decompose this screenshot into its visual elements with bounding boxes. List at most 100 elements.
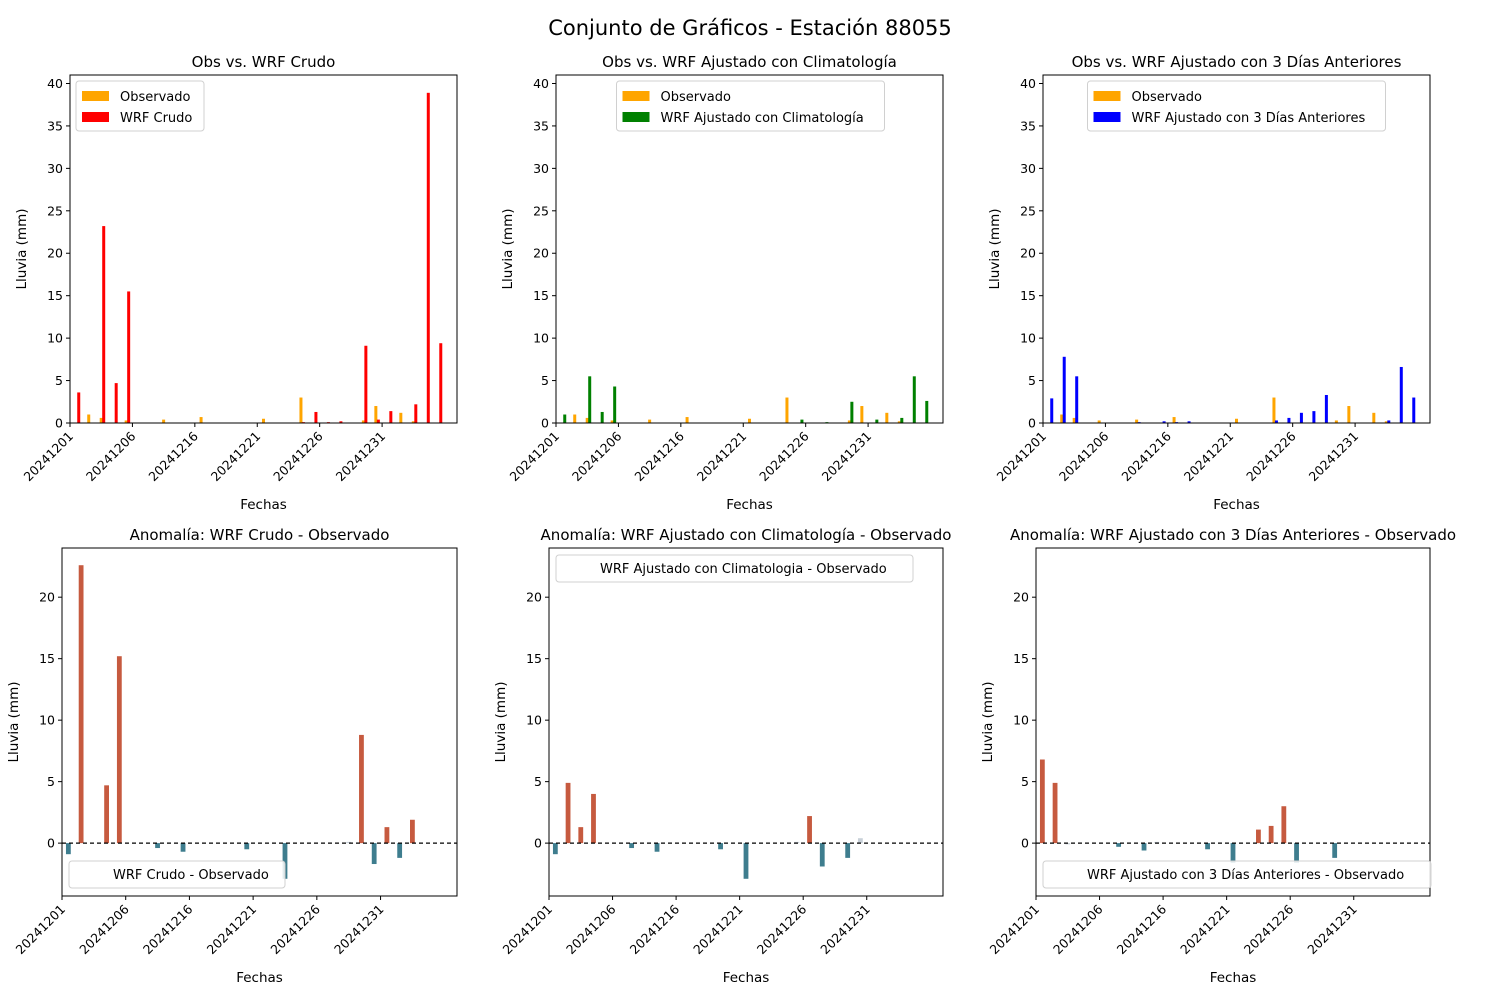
bar-observado-24: [361, 420, 365, 423]
x-tick-label: 20241201: [13, 902, 69, 958]
bar-anomalia-14: [718, 843, 723, 850]
bar-anomalia-25: [371, 843, 377, 865]
bar-observado-8: [1135, 419, 1139, 423]
x-tick-label: 20241206: [1050, 901, 1106, 957]
y-tick-label: 0: [1028, 416, 1036, 431]
x-tick-label: 20241206: [83, 428, 139, 484]
x-tick-label: 20241226: [756, 428, 812, 484]
y-tick-label: 25: [533, 203, 549, 218]
bar-wrf-28: [1387, 420, 1391, 423]
bar-wrf-22: [1312, 411, 1316, 423]
y-tick-label: 10: [47, 331, 63, 346]
bar-wrf-3: [102, 226, 106, 423]
bar-anomalia-15: [244, 843, 250, 850]
bar-anomalia-10: [180, 843, 186, 852]
y-tick-label: 0: [55, 416, 63, 431]
x-tick-label: 20241221: [1177, 902, 1233, 958]
x-tick-label: 20241216: [631, 428, 687, 484]
bar-observado-5: [610, 420, 614, 423]
y-tick-label: 0: [1021, 836, 1029, 851]
x-axis-label: Fechas: [726, 497, 773, 513]
y-tick-label: 10: [1020, 331, 1036, 346]
x-tick-label: 20241226: [754, 901, 810, 957]
bar-observado-19: [299, 397, 303, 423]
bar-observado-8: [648, 419, 652, 423]
legend-swatch: [1093, 91, 1121, 101]
subplot-title: Anomalía: WRF Ajustado con Climatología …: [541, 526, 952, 544]
y-tick-label: 40: [47, 76, 63, 91]
y-tick-label: 0: [541, 416, 549, 431]
y-tick-label: 20: [526, 590, 542, 605]
bar-anomalia-4: [104, 785, 109, 844]
legend: Observado WRF Ajustado con 3 Días Anterio…: [1087, 80, 1386, 132]
x-tick-label: 20241221: [1181, 429, 1237, 485]
bar-anomalia-24: [1332, 843, 1338, 858]
y-tick-label: 35: [47, 118, 63, 133]
y-tick-label: 0: [47, 836, 55, 851]
axes-frame: [548, 547, 944, 897]
x-tick-label: 20241201: [500, 902, 556, 958]
legend-swatch: [82, 91, 109, 101]
y-tick-label: 5: [534, 774, 542, 789]
bar-wrf-12: [1187, 421, 1191, 423]
y-axis-label: Lluvia (mm): [14, 209, 30, 290]
bar-anomalia-22: [819, 843, 825, 867]
bar-anomalia-16: [743, 843, 749, 879]
bar-observado-16: [748, 418, 751, 423]
bar-wrf-23: [1324, 394, 1328, 423]
bar-wrf-26: [875, 419, 879, 423]
subplot-title: Obs vs. WRF Ajustado con 3 Días Anterior…: [1072, 53, 1402, 71]
bar-observado-2: [1060, 414, 1064, 423]
legend-label: Observado: [1132, 90, 1203, 105]
figure-title: Conjunto de Gráficos - Estación 88055: [548, 16, 952, 40]
x-axis-label: Fechas: [240, 497, 287, 513]
y-tick-label: 20: [39, 590, 55, 605]
x-tick-label: 20241216: [145, 428, 201, 484]
bar-anomalia-21: [807, 816, 812, 844]
legend-box: [1042, 860, 1432, 889]
subplot-3: Obs vs. WRF Ajustado con 3 Días Anterior…: [987, 53, 1431, 513]
subplot-title: Anomalía: WRF Crudo - Observado: [130, 526, 390, 544]
bar-anomalia-24: [359, 734, 364, 844]
bar-wrf-1: [563, 414, 567, 423]
bar-anomalia-3: [578, 827, 584, 844]
y-axis-label: Lluvia (mm): [500, 209, 516, 290]
bar-anomalia-20: [794, 841, 800, 844]
x-tick-label: 20241231: [819, 429, 875, 485]
y-tick-label: 10: [39, 713, 55, 728]
x-tick-label: 20241226: [1241, 901, 1297, 957]
bar-observado-24: [1334, 420, 1338, 423]
x-tick-label: 20241216: [1118, 428, 1174, 484]
bar-anomalia-26: [384, 827, 390, 844]
x-tick-label: 20241226: [1243, 428, 1299, 484]
x-tick-label: 20241201: [994, 429, 1050, 485]
bar-anomalia-5: [116, 656, 122, 844]
bar-anomalia-28: [410, 819, 415, 844]
bar-wrf-20: [800, 419, 804, 423]
legend-label: WRF Ajustado con Climatologia - Observad…: [600, 562, 887, 577]
subplot-1: Obs vs. WRF Crudo 0 5 10 15 20 25 30 35 40 2024120…: [14, 53, 458, 513]
y-tick-label: 5: [47, 774, 55, 789]
bar-wrf-4: [114, 383, 118, 423]
legend: WRF Ajustado con 3 Días Anteriores - Obs…: [1042, 860, 1432, 889]
legend-label: WRF Ajustado con Climatología: [661, 111, 864, 126]
bar-anomalia-19: [1268, 825, 1274, 844]
bar-wrf-30: [1412, 397, 1416, 423]
bar-anomalia-16: [1230, 843, 1236, 863]
y-tick-label: 15: [526, 651, 542, 666]
y-tick-label: 20: [533, 246, 549, 261]
x-tick-label: 20241221: [204, 902, 260, 958]
subplot-5: Anomalía: WRF Ajustado con Climatología …: [493, 526, 951, 986]
bar-observado-11: [685, 417, 689, 423]
x-tick-label: 20241206: [76, 901, 132, 957]
y-tick-label: 40: [1020, 76, 1036, 91]
bar-anomalia-9: [1141, 843, 1147, 851]
axes-frame: [1035, 547, 1431, 897]
bar-wrf-24: [850, 401, 854, 423]
axes-frame: [555, 74, 944, 424]
x-tick-label: 20241216: [140, 901, 196, 957]
subplot-6: Anomalía: WRF Ajustado con 3 Días Anteri…: [980, 526, 1456, 986]
bar-anomalia-21: [1294, 843, 1299, 863]
x-tick-label: 20241216: [1114, 901, 1170, 957]
